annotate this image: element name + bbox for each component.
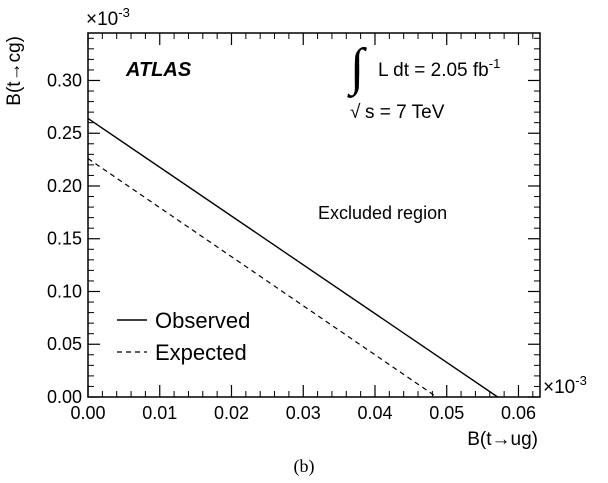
- y-tick-label: 0.15: [47, 229, 82, 249]
- plot-frame: [87, 32, 541, 398]
- y-tick-label: 0.25: [47, 123, 82, 143]
- y-axis-label: B(t→cg): [4, 36, 25, 106]
- energy-label: s = 7 TeV: [365, 102, 445, 123]
- y-tick-label: 0.10: [47, 281, 82, 301]
- x-tick-label: 0.00: [70, 403, 105, 423]
- excluded-region-label: Excluded region: [318, 203, 447, 223]
- x-tick-label: 0.02: [214, 403, 249, 423]
- sqrt-icon: √: [350, 102, 361, 123]
- legend-expected-label: Expected: [155, 340, 247, 365]
- x-tick-label: 0.04: [357, 403, 392, 423]
- series-line-expected: [87, 158, 438, 398]
- series-layer: [87, 117, 499, 398]
- luminosity-label: L dt = 2.05 fb-1: [378, 56, 500, 81]
- legend: Observed Expected: [117, 308, 250, 365]
- y-tick-label: 0.20: [47, 176, 82, 196]
- legend-observed-label: Observed: [155, 308, 250, 333]
- y-tick-label: 0.30: [47, 70, 82, 90]
- figure-caption: (b): [294, 456, 315, 477]
- series-line-observed: [87, 117, 499, 398]
- y-exponent: ×10-3: [86, 5, 130, 30]
- x-axis-label: B(t→ug): [467, 429, 538, 450]
- y-tick-label: 0.05: [47, 334, 82, 354]
- x-exponent: ×10-3: [543, 373, 587, 398]
- x-tick-label: 0.01: [142, 403, 177, 423]
- integral-sign-icon: ∫: [347, 39, 367, 98]
- y-tick-label: 0.00: [47, 387, 82, 407]
- y-axis-ticks: 0.00 0.05 0.10 0.15 0.20 0.25 0.30: [47, 37, 540, 407]
- x-tick-label: 0.05: [429, 403, 464, 423]
- atlas-label: ATLAS: [125, 59, 192, 81]
- x-tick-label: 0.03: [286, 403, 321, 423]
- x-axis-ticks: 0.00 0.01 0.02 0.03 0.04 0.05 0.06: [70, 33, 536, 423]
- x-tick-label: 0.06: [501, 403, 536, 423]
